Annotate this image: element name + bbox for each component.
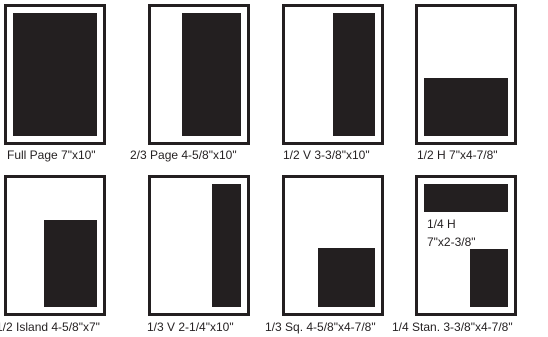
caption-two-thirds: 2/3 Page 4-5/8"x10" xyxy=(130,148,237,162)
page-two-thirds xyxy=(148,4,250,145)
caption-half-vertical: 1/2 V 3-3/8"x10" xyxy=(283,148,370,162)
caption-third-vertical: 1/3 V 2-1/4"x10" xyxy=(147,320,234,334)
quarter-horizontal-label-line2: 7"x2-3/8" xyxy=(427,235,476,249)
quarter-horizontal-label-line1: 1/4 H xyxy=(427,217,456,231)
ad-block-two-thirds xyxy=(182,13,241,136)
ad-block-third-square xyxy=(318,248,375,307)
ad-block-half-island xyxy=(44,220,97,307)
ad-block-half-vertical xyxy=(333,13,375,136)
ad-block-third-vertical xyxy=(212,184,241,307)
page-third-square xyxy=(282,175,384,316)
caption-half-horizontal: 1/2 H 7"x4-7/8" xyxy=(417,148,498,162)
page-full-page xyxy=(4,4,106,145)
caption-third-square: 1/3 Sq. 4-5/8"x4-7/8" xyxy=(265,320,376,334)
page-quarter: 1/4 H 7"x2-3/8" xyxy=(415,175,517,316)
ad-block-quarter-standard xyxy=(470,249,508,307)
ad-block-half-horizontal xyxy=(424,78,508,136)
caption-half-island: 1/2 Island 4-5/8"x7" xyxy=(0,320,100,334)
caption-quarter-standard: 1/4 Stan. 3-3/8"x4-7/8" xyxy=(392,320,513,334)
ad-block-full-page xyxy=(13,13,97,136)
page-half-vertical xyxy=(282,4,384,145)
ad-block-quarter-horizontal xyxy=(424,184,508,212)
page-half-horizontal xyxy=(415,4,517,145)
caption-full-page: Full Page 7"x10" xyxy=(7,148,96,162)
page-third-vertical xyxy=(148,175,250,316)
page-half-island xyxy=(4,175,106,316)
